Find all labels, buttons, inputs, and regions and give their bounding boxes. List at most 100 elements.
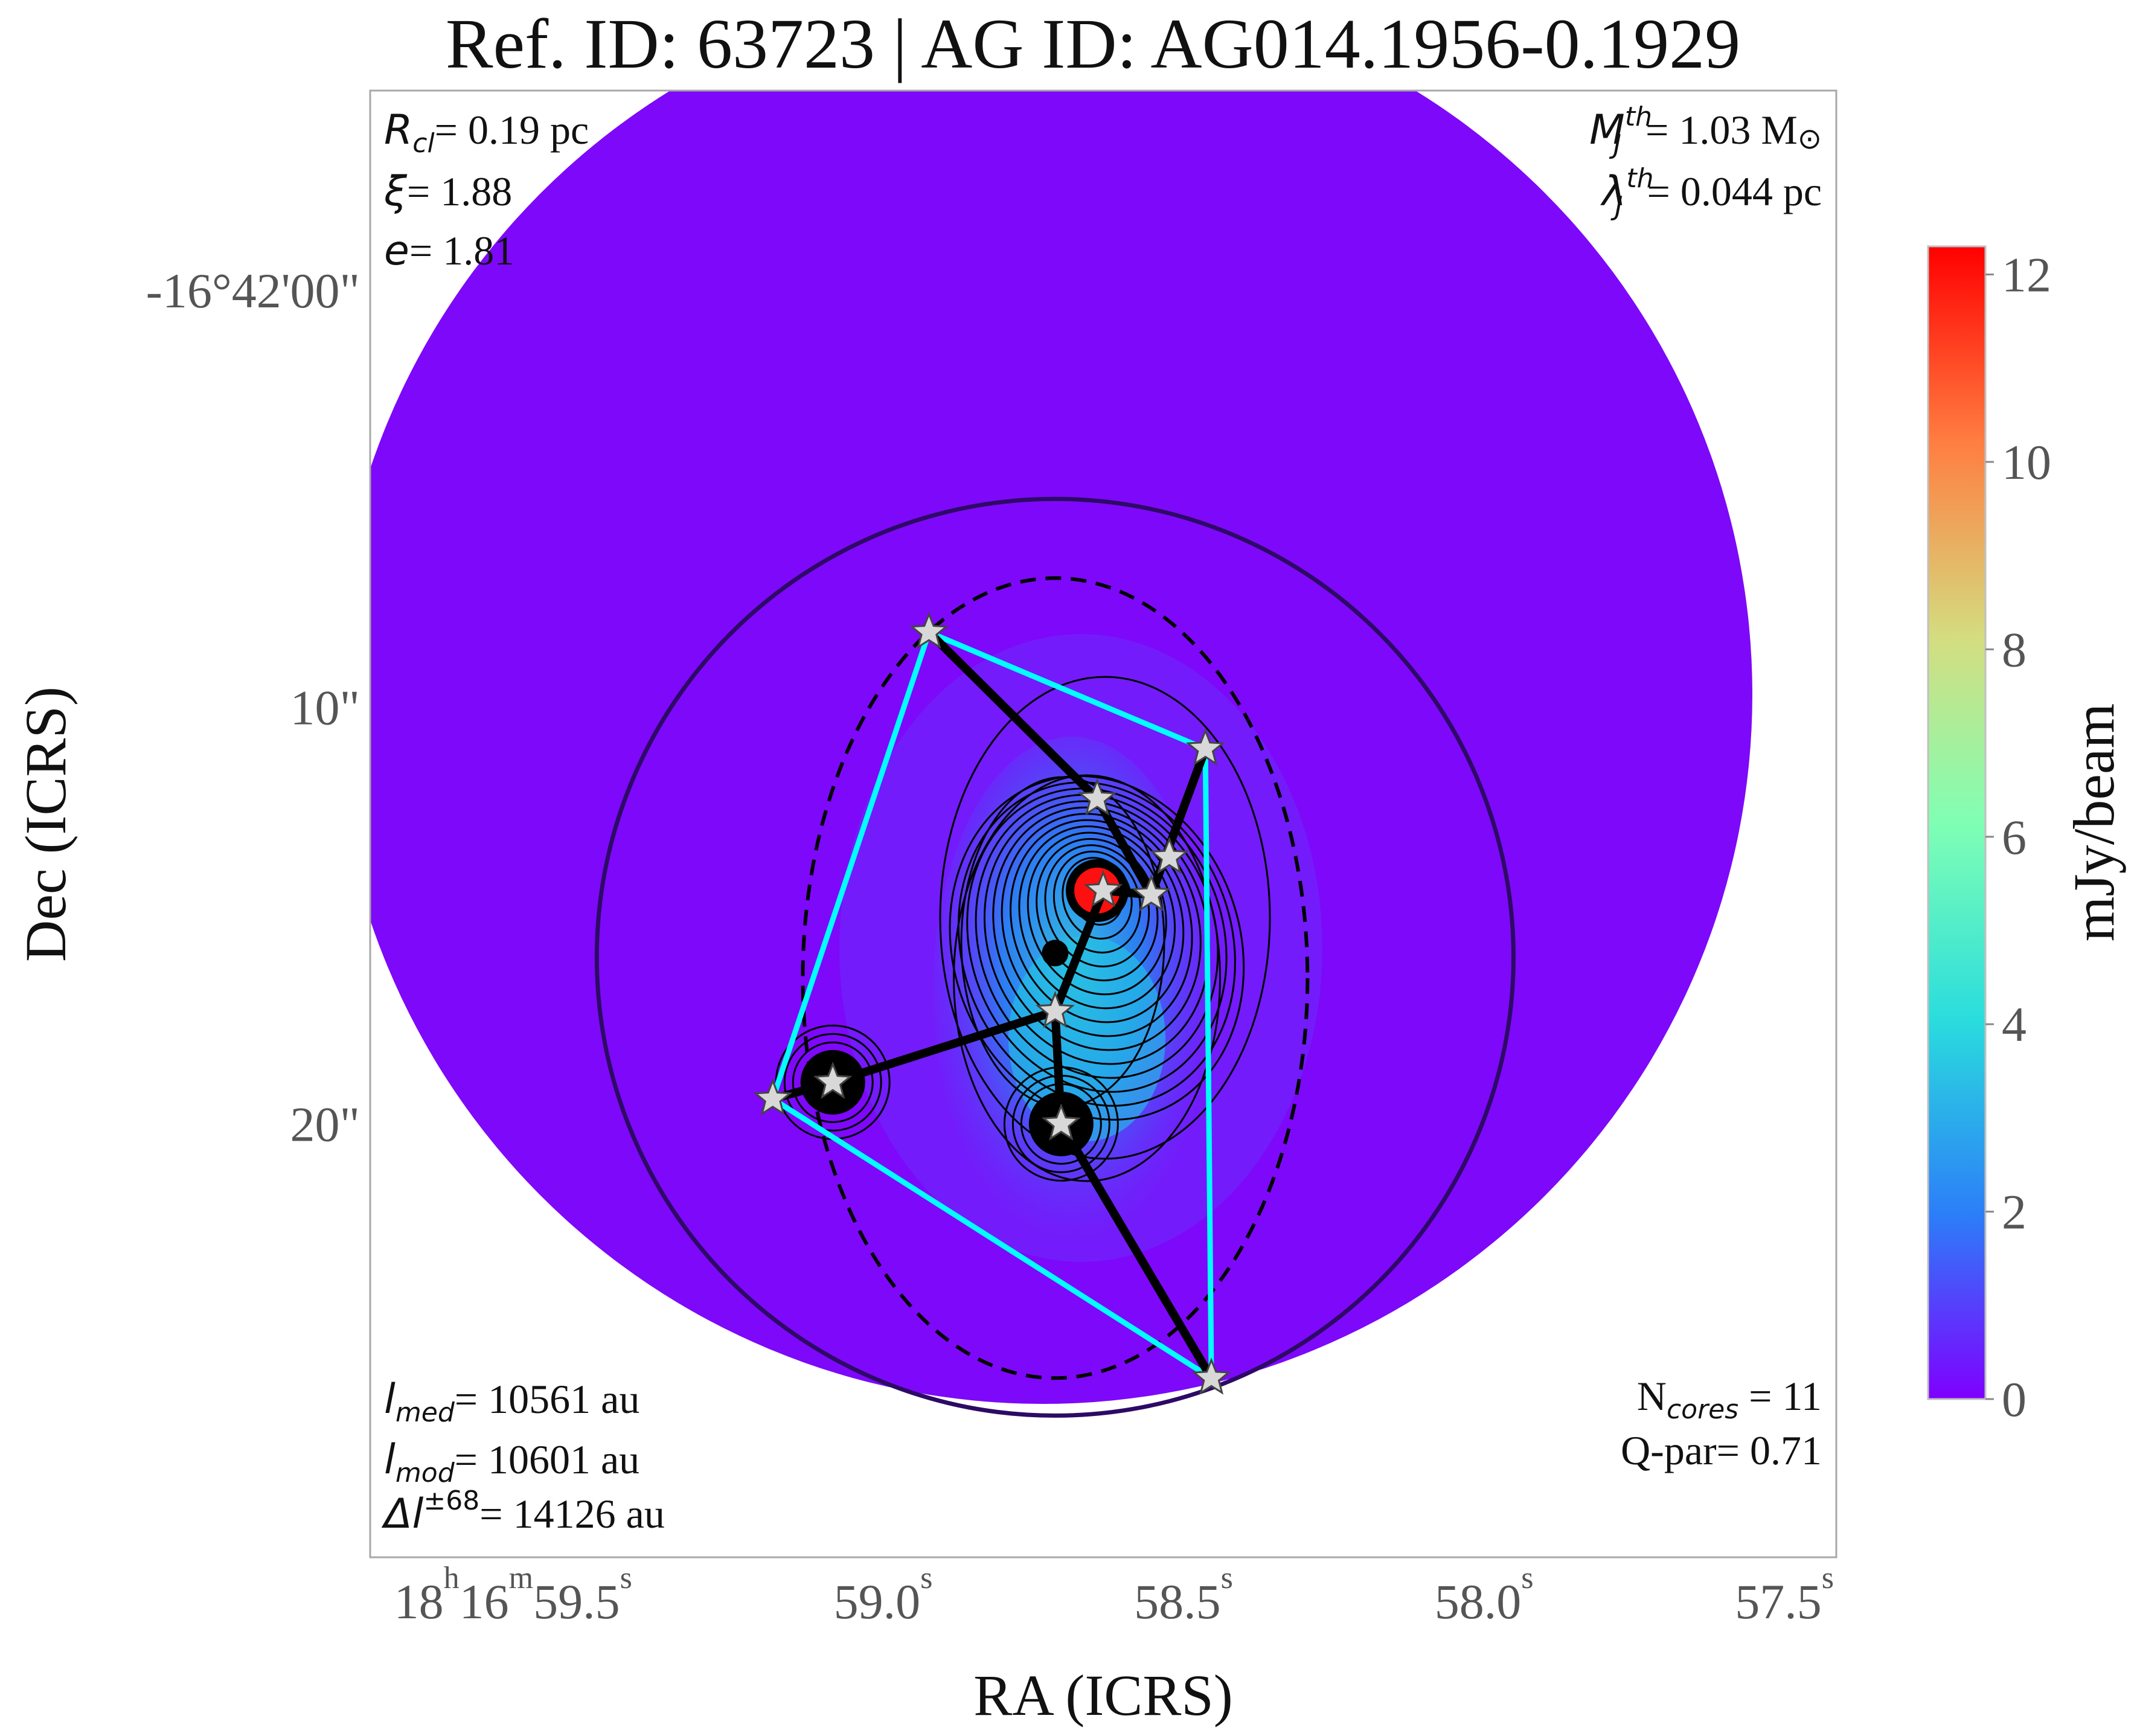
contour-line bbox=[1001, 813, 1193, 1037]
lj-value: = 0.044 pc bbox=[1647, 168, 1822, 214]
x-tick-seconds: 58.5 bbox=[1134, 1574, 1221, 1629]
contour-line bbox=[1010, 819, 1185, 1023]
core-star-marker bbox=[1149, 836, 1189, 874]
contour-line bbox=[1062, 857, 1133, 940]
lmed-value: = 10561 au bbox=[455, 1376, 640, 1422]
svg-text:lmed= 10561 au: lmed= 10561 au bbox=[384, 1376, 639, 1428]
colorbar-tick-label: 8 bbox=[2002, 622, 2026, 677]
y-tick-label: -16°42'00" bbox=[146, 263, 360, 318]
lj-superscript: th bbox=[1626, 163, 1653, 194]
core-star-marker bbox=[1191, 1357, 1231, 1395]
x-tick-s-unit: s bbox=[1822, 1561, 1834, 1595]
x-tick-s-unit: s bbox=[1221, 1561, 1233, 1595]
mst-edge bbox=[1051, 1007, 1066, 1129]
rcl-subscript: cl bbox=[412, 128, 435, 159]
colorbar-tick-label: 4 bbox=[2002, 997, 2026, 1052]
core-star-marker bbox=[1132, 874, 1171, 912]
colorbar-label: mJy/beam bbox=[2062, 703, 2126, 942]
contour-line bbox=[983, 800, 1211, 1065]
mst-edge bbox=[828, 1007, 1060, 1087]
svg-text:e= 1.81: e= 1.81 bbox=[384, 227, 514, 275]
colorbar-tick-label: 0 bbox=[2002, 1372, 2026, 1427]
mj-superscript: th bbox=[1625, 101, 1652, 132]
lmod-value: = 10601 au bbox=[455, 1437, 640, 1482]
x-tick-minutes: 16 bbox=[460, 1574, 509, 1629]
colorbar-ticks: 0 2 4 6 8 10 12 bbox=[1985, 248, 2051, 1427]
y-tick-label: 10" bbox=[290, 680, 360, 735]
mst-edge bbox=[924, 628, 1102, 804]
annotation-bottom-right: Ncores = 11 Q-par= 0.71 bbox=[1621, 1373, 1822, 1473]
svg-text:18h16m59.5s: 18h16m59.5s bbox=[394, 1561, 632, 1629]
core-star-marker bbox=[909, 611, 949, 649]
emission-map bbox=[370, 91, 1752, 1513]
svg-text:Ncores = 11: Ncores = 11 bbox=[1637, 1373, 1822, 1425]
plot-frame bbox=[369, 89, 1837, 1558]
plot-area: Rcl= 0.19 pc ξ= 1.88 e= 1.81 Mth J = 1.03 … bbox=[369, 89, 1837, 1558]
rcl-symbol: R bbox=[384, 106, 412, 154]
svg-text:58.0s: 58.0s bbox=[1435, 1561, 1534, 1629]
bright-emission-core bbox=[1008, 936, 1165, 1141]
mj-symbol: M bbox=[1589, 106, 1625, 154]
svg-text:Rcl= 0.19 pc: Rcl= 0.19 pc bbox=[384, 106, 589, 159]
x-tick-h-unit: h bbox=[444, 1561, 460, 1595]
colorbar: 0 2 4 6 8 10 12 mJy/beam bbox=[1927, 245, 2126, 1427]
core-star-marker bbox=[1035, 990, 1075, 1028]
colorbar-tick-label: 6 bbox=[2002, 810, 2026, 865]
cluster-circle bbox=[594, 496, 1516, 1418]
core-star-marker bbox=[1041, 1103, 1081, 1141]
x-tick-seconds: 57.5 bbox=[1735, 1574, 1822, 1629]
core-star-marker bbox=[1185, 728, 1225, 766]
dl-value: = 14126 au bbox=[479, 1491, 665, 1537]
x-tick-s-unit: s bbox=[1521, 1561, 1533, 1595]
ncores-value: = 11 bbox=[1738, 1373, 1822, 1419]
dl-superscript: ±68 bbox=[423, 1485, 479, 1516]
colorbar-gradient bbox=[1927, 245, 1987, 1400]
y-tick-label: 20" bbox=[290, 1097, 360, 1151]
x-tick-s-unit: s bbox=[920, 1561, 932, 1595]
cluster-ellipse bbox=[801, 576, 1310, 1380]
ncores-subscript: cores bbox=[1667, 1394, 1738, 1425]
peak-dot bbox=[1042, 940, 1069, 967]
xi-symbol: ξ bbox=[383, 168, 408, 216]
contour-line bbox=[1018, 825, 1176, 1010]
e-symbol: e bbox=[384, 227, 409, 275]
colorbar-tick-label: 2 bbox=[2002, 1185, 2026, 1240]
lmod-symbol: l bbox=[384, 1436, 396, 1484]
x-tick-m-unit: m bbox=[509, 1561, 533, 1595]
x-axis: 18h16m59.5s 59.0s 58.5s 58.0s 57.5s bbox=[394, 1561, 1834, 1629]
svg-text:lmod= 10601 au: lmod= 10601 au bbox=[384, 1436, 639, 1488]
ncores-symbol: N bbox=[1637, 1373, 1667, 1419]
lj-symbol: λ bbox=[1600, 168, 1626, 216]
svg-text:58.5s: 58.5s bbox=[1134, 1561, 1233, 1629]
annotation-top-left: Rcl= 0.19 pc ξ= 1.88 e= 1.81 bbox=[383, 106, 589, 275]
contour-line bbox=[957, 781, 1236, 1107]
chart-title: Ref. ID: 63723 | AG ID: AG014.1956-0.192… bbox=[446, 4, 1740, 83]
contour-line bbox=[1159, 1464, 1244, 1513]
contour-line bbox=[966, 787, 1228, 1093]
x-tick-seconds: 58.0 bbox=[1435, 1574, 1522, 1629]
core-star-marker bbox=[813, 1062, 853, 1099]
mst-edge bbox=[1057, 1119, 1216, 1383]
svg-text:57.5s: 57.5s bbox=[1735, 1561, 1834, 1629]
colorbar-tick-label: 10 bbox=[2002, 435, 2051, 490]
annotation-bottom-left: lmed= 10561 au lmod= 10601 au Δl±68= 141… bbox=[381, 1376, 665, 1538]
colorbar-tick-label: 12 bbox=[2002, 248, 2051, 303]
lmed-symbol: l bbox=[384, 1376, 396, 1423]
contour-line bbox=[992, 806, 1202, 1051]
lmod-subscript: mod bbox=[396, 1458, 455, 1488]
x-tick-s-unit: s bbox=[620, 1561, 632, 1595]
dl-symbol: Δl bbox=[381, 1490, 424, 1538]
cores bbox=[753, 611, 1231, 1395]
mst-edge bbox=[1051, 886, 1107, 1016]
y-axis: -16°42'00" 10" 20" bbox=[146, 263, 360, 1151]
xi-value: = 1.88 bbox=[407, 168, 512, 214]
core-star-marker bbox=[1077, 778, 1117, 816]
lmed-subscript: med bbox=[396, 1397, 455, 1428]
mst-edge bbox=[1093, 795, 1156, 899]
contour-line bbox=[949, 775, 1245, 1121]
contour-line bbox=[953, 774, 1221, 1182]
svg-text:Δl±68= 14126 au: Δl±68= 14126 au bbox=[381, 1485, 665, 1538]
